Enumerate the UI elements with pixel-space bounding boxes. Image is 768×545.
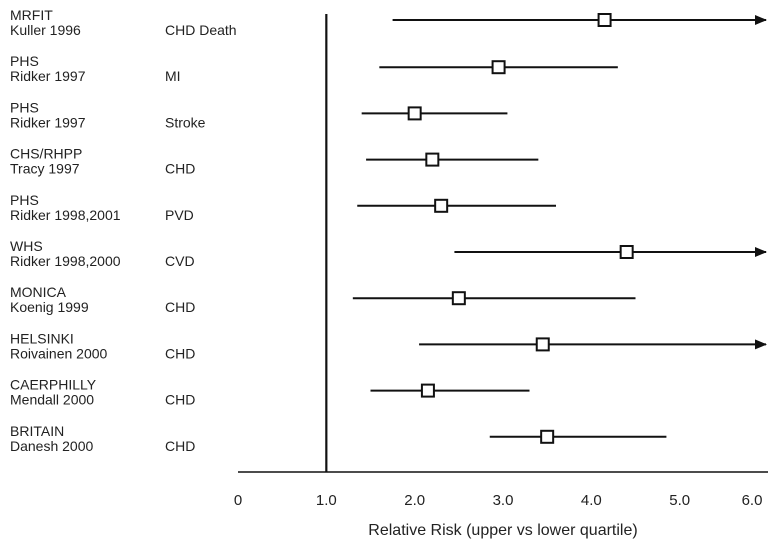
point-estimate — [535, 337, 550, 352]
x-tick-label: 2.0 — [404, 492, 425, 509]
study-author: Ridker 1998,2001 — [10, 207, 121, 223]
study-name: PHS — [10, 53, 39, 69]
study-name: PHS — [10, 99, 39, 115]
x-tick-label: 5.0 — [669, 492, 690, 509]
study-author: Koenig 1999 — [10, 299, 89, 315]
study-outcome: MI — [165, 68, 181, 84]
study-author: Danesh 2000 — [10, 438, 94, 454]
x-tick-label: 4.0 — [581, 492, 602, 509]
x-tick-label: 3.0 — [493, 492, 514, 509]
study-outcome: CHD — [165, 438, 195, 454]
study-author: Ridker 1998,2000 — [10, 253, 121, 269]
study-name: CAERPHILLY — [10, 377, 97, 393]
x-axis-label: Relative Risk (upper vs lower quartile) — [368, 522, 637, 539]
study-author: Mendall 2000 — [10, 392, 94, 408]
x-tick-label: 0 — [234, 492, 242, 509]
study-outcome: PVD — [165, 207, 194, 223]
study-name: CHS/RHPP — [10, 146, 82, 162]
x-tick-labels: 0 1.0 2.0 3.0 4.0 5.0 6.0 — [234, 492, 763, 509]
point-estimate — [420, 383, 435, 398]
study-outcome: CHD — [165, 345, 195, 361]
study-name: MRFIT — [10, 7, 53, 23]
point-estimate — [540, 429, 555, 444]
study-outcome: CHD — [165, 299, 195, 315]
study-outcome: CHD Death — [165, 22, 237, 38]
point-estimate — [407, 106, 422, 121]
study-name: BRITAIN — [10, 423, 64, 439]
point-estimate — [425, 152, 440, 167]
study-name: PHS — [10, 192, 39, 208]
study-author: Ridker 1997 — [10, 114, 86, 130]
study-name: MONICA — [10, 284, 67, 300]
study-name: HELSINKI — [10, 330, 74, 346]
study-outcome: CVD — [165, 253, 195, 269]
study-outcome: Stroke — [165, 114, 206, 130]
study-outcome: CHD — [165, 392, 195, 408]
x-tick-label: 1.0 — [316, 492, 337, 509]
point-estimate — [434, 198, 449, 213]
study-author: Kuller 1996 — [10, 22, 81, 38]
study-author: Ridker 1997 — [10, 68, 86, 84]
point-estimate — [491, 60, 506, 75]
point-estimate — [451, 291, 466, 306]
point-estimate — [597, 13, 612, 27]
point-estimate — [619, 245, 634, 259]
study-name: WHS — [10, 238, 43, 254]
study-author: Roivainen 2000 — [10, 345, 108, 361]
study-author: Tracy 1997 — [10, 161, 80, 177]
study-outcome: CHD — [165, 161, 195, 177]
x-tick-label: 6.0 — [742, 492, 763, 509]
